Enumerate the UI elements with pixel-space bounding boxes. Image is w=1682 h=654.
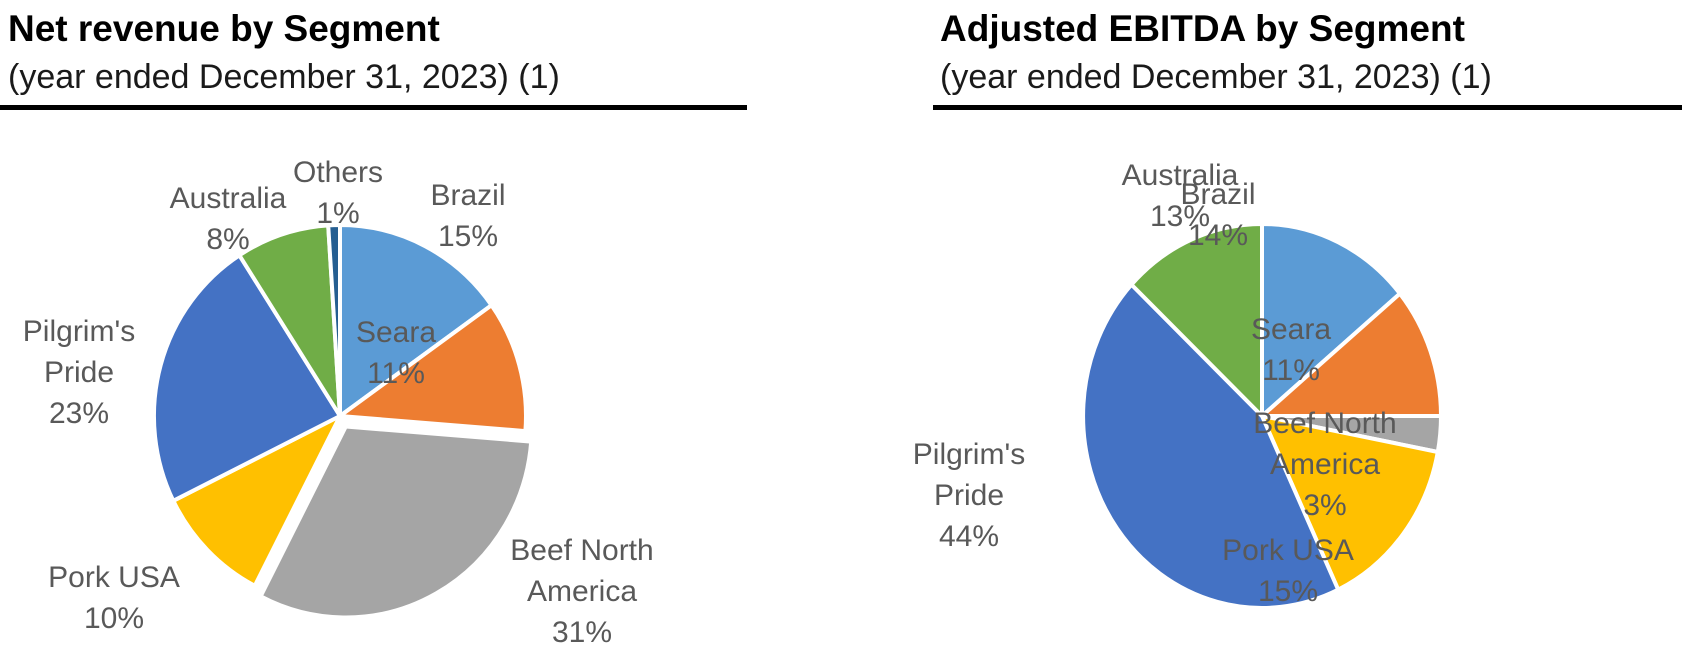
pie-label-line: Brazil (430, 179, 506, 212)
left-title-underline (0, 105, 747, 110)
pie-label-line: 14% (1187, 219, 1249, 252)
pie-slice-others-0 (326, 223, 342, 418)
pie-slice-brazil-1 (1260, 222, 1402, 418)
pie-label-line: 15% (1257, 575, 1319, 608)
pie-label-line: Seara (355, 316, 437, 349)
pie-label-line: 1% (316, 197, 360, 230)
pie-label-line: Others (292, 156, 384, 189)
pie-label-line: 44% (938, 520, 1000, 553)
pie-label-line: 10% (83, 602, 145, 635)
pie-slice-brazil-0 (338, 223, 494, 418)
pie-label-pork-usa-1: Pork USA 15% (1222, 530, 1354, 612)
pie-label-line: 11% (1262, 354, 1320, 387)
pie-slice-seara-1 (1260, 291, 1443, 418)
pie-label-line: 31% (551, 616, 613, 649)
pie-label-others-0: Others 1% (293, 152, 383, 234)
pie-label-pilgrim-s-pride-0: Pilgrim's Pride 23% (23, 311, 135, 434)
pie-label-line: Australia (169, 182, 287, 215)
pie-label-line: 23% (48, 397, 110, 430)
left-chart-title: Net revenue by Segment (8, 8, 440, 49)
pie-label-pilgrim-s-pride-1: Pilgrim's Pride 44% (913, 434, 1025, 557)
pie-label-australia-1: Australia 13% (1122, 155, 1239, 237)
pie-label-line: Pork USA (48, 561, 180, 594)
pie-label-beef-north-america-1: Beef North America 3% (1253, 403, 1396, 526)
pie-label-line: 13% (1149, 200, 1211, 233)
pie-label-line: 8% (206, 223, 250, 256)
pie-label-australia-0: Australia 8% (170, 178, 287, 260)
pie-label-beef-north-america-0: Beef North America 31% (510, 530, 653, 653)
pie-slice-australia-1 (1129, 222, 1264, 418)
pie-label-line: Brazil (1180, 178, 1256, 211)
right-title-underline (933, 105, 1682, 110)
right-chart-title: Adjusted EBITDA by Segment (940, 8, 1465, 49)
pie-label-line: Pilgrim's (22, 315, 136, 348)
pie-slice-pilgrim-s-pride-1 (1081, 282, 1341, 610)
right-chart-subtitle: (year ended December 31, 2023) (1) (940, 58, 1492, 96)
pie-label-line: Pride (933, 479, 1005, 512)
pie-label-line: America (1269, 448, 1381, 481)
pie-label-brazil-0: Brazil 15% (430, 175, 505, 257)
pie-label-seara-1: Seara 11% (1251, 309, 1331, 391)
pie-slice-pork-usa-0 (171, 414, 342, 588)
pie-slice-seara-0 (338, 303, 528, 434)
pie-slice-beef-north-america-0 (258, 424, 534, 620)
pie-label-line: Beef North (1253, 407, 1397, 440)
pie-slice-pilgrim-s-pride-0 (151, 253, 342, 503)
pie-label-line: Pride (43, 356, 115, 389)
pie-slice-pork-usa-1 (1260, 414, 1440, 592)
pie-label-line: America (526, 575, 638, 608)
left-chart-subtitle: (year ended December 31, 2023) (1) (8, 58, 560, 96)
pie-label-brazil-1: Brazil 14% (1180, 174, 1255, 256)
left-chart-header: Net revenue by Segment (year ended Decem… (8, 4, 560, 100)
pie-label-line: Australia (1121, 159, 1239, 192)
pie-label-seara-0: Seara 11% (356, 312, 436, 394)
pie-label-line: Pork USA (1222, 534, 1354, 567)
right-chart-header: Adjusted EBITDA by Segment (year ended D… (940, 4, 1492, 100)
pie-label-line: Seara (1250, 313, 1332, 346)
pie-label-line: 11% (367, 357, 425, 390)
pie-label-pork-usa-0: Pork USA 10% (48, 557, 180, 639)
pie-label-line: Beef North (510, 534, 654, 567)
pie-label-line: 3% (1303, 489, 1347, 522)
pie-label-line: 15% (437, 220, 499, 253)
pie-label-line: Pilgrim's (912, 438, 1026, 471)
